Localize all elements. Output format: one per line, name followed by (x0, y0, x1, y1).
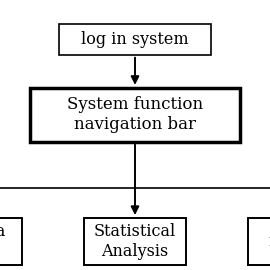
Bar (59, 23, 211, 55)
Text: System function
navigation bar: System function navigation bar (67, 96, 203, 133)
Bar (84, 218, 186, 265)
Bar (248, 218, 270, 265)
Text: Statistical
Analysis: Statistical Analysis (94, 223, 176, 260)
Text: log in system: log in system (81, 31, 189, 48)
Bar (30, 88, 240, 142)
Bar (0, 218, 22, 265)
Text: ma: ma (268, 233, 270, 250)
Text: se a
ne: se a ne (0, 223, 5, 260)
